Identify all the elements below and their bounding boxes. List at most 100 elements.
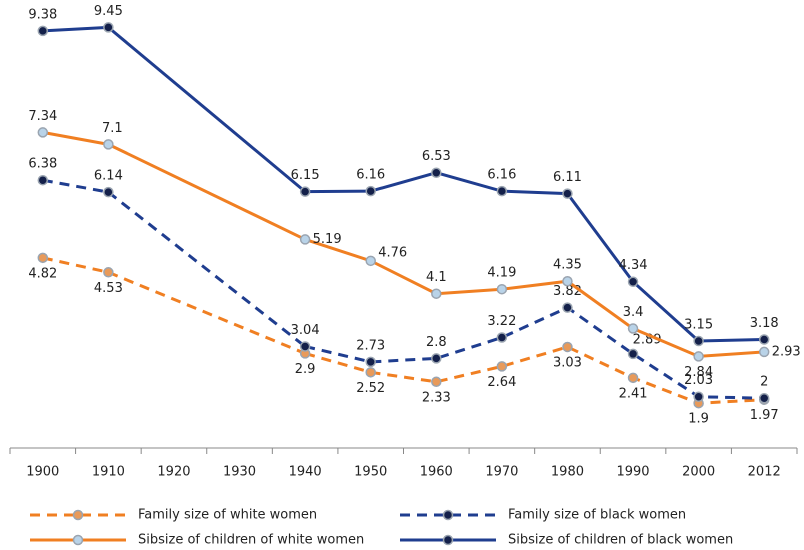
- data-label: 4.76: [378, 245, 407, 260]
- data-label: 4.19: [487, 266, 516, 281]
- point-marker: [758, 334, 770, 345]
- point-marker: [693, 351, 704, 362]
- legend-label: Sibsize of children of white women: [138, 533, 364, 548]
- data-label: 2.84: [684, 365, 713, 380]
- data-label: 2.93: [772, 344, 801, 359]
- point-marker: [693, 391, 704, 402]
- gap-bridge: [107, 143, 306, 241]
- data-label: 2: [760, 375, 768, 390]
- point-marker: [562, 341, 573, 353]
- legend-marker: [442, 509, 454, 521]
- data-label: 6.16: [356, 168, 385, 183]
- data-label: 3.15: [684, 317, 713, 332]
- point-marker: [299, 341, 311, 352]
- point-marker: [103, 139, 114, 150]
- x-tick-label: 1900: [26, 465, 59, 480]
- data-label: 4.1: [426, 270, 447, 285]
- x-tick-label: 1980: [551, 465, 584, 480]
- data-label: 6.16: [487, 168, 516, 183]
- gap-bridge: [107, 190, 307, 348]
- gap-bridge: [107, 26, 307, 193]
- point-marker: [37, 252, 49, 264]
- point-marker: [103, 186, 114, 198]
- point-marker: [627, 348, 639, 360]
- x-tick-label: 1940: [289, 465, 322, 480]
- legend-label: Family size of black women: [508, 508, 686, 523]
- point-marker: [431, 376, 442, 388]
- data-label: 2.33: [422, 390, 451, 405]
- data-label: 1.9: [688, 412, 709, 427]
- point-marker: [431, 353, 442, 364]
- data-label: 5.19: [313, 232, 342, 247]
- x-tick-label: 1970: [485, 465, 518, 480]
- data-label: 1.97: [750, 408, 779, 423]
- data-label: 9.45: [94, 4, 123, 19]
- data-label: 6.53: [422, 149, 451, 164]
- legend-marker: [72, 534, 84, 546]
- series-line: [42, 178, 765, 400]
- legend-label: Sibsize of children of black women: [508, 533, 733, 548]
- data-label: 2.8: [426, 335, 447, 350]
- data-label: 9.38: [28, 7, 57, 22]
- point-marker: [431, 288, 442, 299]
- point-marker: [365, 255, 376, 267]
- legend-marker: [442, 534, 454, 546]
- point-marker: [627, 323, 639, 334]
- gap-bridge: [107, 270, 306, 355]
- x-tick-label: 1920: [157, 465, 190, 480]
- series-line: [42, 25, 765, 343]
- point-marker: [758, 346, 770, 358]
- data-label: 3.4: [623, 305, 644, 320]
- point-marker: [37, 25, 49, 37]
- point-marker: [627, 372, 639, 384]
- x-tick-label: 2012: [748, 465, 781, 480]
- point-marker: [431, 167, 442, 178]
- data-label: 3.22: [487, 314, 516, 329]
- data-label: 6.11: [553, 170, 582, 185]
- data-label: 4.35: [553, 258, 582, 273]
- point-marker: [496, 283, 508, 295]
- point-marker: [103, 267, 114, 278]
- data-label: 4.53: [94, 281, 123, 296]
- data-label: 7.1: [102, 121, 123, 136]
- data-label: 3.04: [291, 323, 320, 338]
- point-marker: [103, 22, 114, 33]
- point-marker: [496, 185, 508, 197]
- data-label: 6.38: [28, 157, 57, 172]
- series-line: [42, 256, 765, 405]
- x-tick-label: 1960: [420, 465, 453, 480]
- point-marker: [365, 367, 376, 378]
- legend-label: Family size of white women: [138, 508, 317, 523]
- point-marker: [496, 332, 508, 343]
- point-marker: [562, 302, 573, 313]
- point-marker: [299, 234, 311, 245]
- point-marker: [299, 186, 311, 197]
- legend-marker: [72, 509, 84, 521]
- data-label: 4.82: [28, 266, 57, 281]
- data-label: 2.64: [487, 375, 516, 390]
- x-tick-label: 1950: [354, 465, 387, 480]
- data-label: 6.15: [291, 168, 320, 183]
- x-tick-label: 1990: [616, 465, 649, 480]
- series-line: [42, 130, 765, 358]
- point-marker: [365, 185, 376, 197]
- x-tick-label: 2000: [682, 465, 715, 480]
- point-marker: [37, 127, 49, 138]
- data-label: 4.34: [619, 258, 648, 273]
- data-label: 6.14: [94, 169, 123, 184]
- point-marker: [496, 361, 508, 372]
- data-label: 2.52: [356, 381, 385, 396]
- x-tick-label: 1930: [223, 465, 256, 480]
- point-marker: [693, 335, 704, 347]
- data-label: 2.41: [619, 386, 648, 401]
- data-label: 2.03: [684, 373, 713, 388]
- data-label: 3.18: [750, 316, 779, 331]
- point-marker: [365, 356, 376, 368]
- data-label: 2.9: [295, 362, 316, 377]
- x-tick-label: 1910: [92, 465, 125, 480]
- point-marker: [37, 174, 49, 186]
- point-marker: [562, 275, 573, 287]
- data-label: 3.03: [553, 355, 582, 370]
- point-marker: [758, 392, 770, 404]
